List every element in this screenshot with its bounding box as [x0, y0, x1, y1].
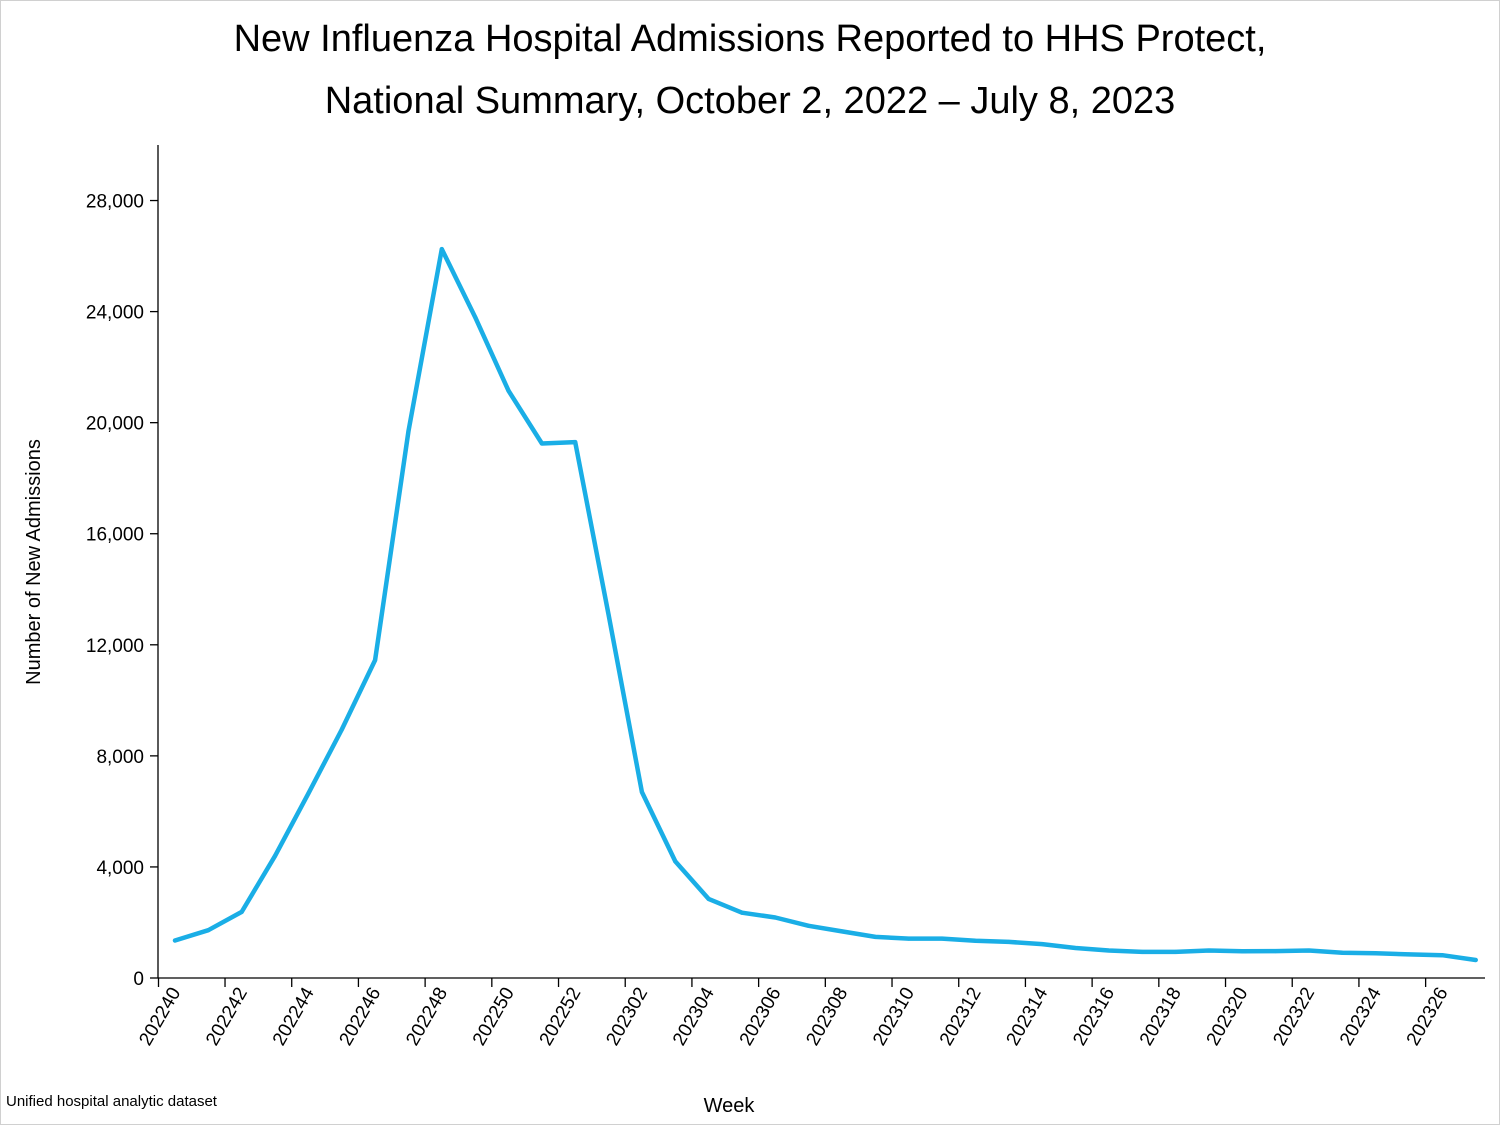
data-point: [1406, 952, 1411, 957]
data-point: [1273, 949, 1278, 954]
y-tick-label: 28,000: [86, 192, 144, 213]
data-point: [206, 928, 211, 933]
x-tick-label: 202318: [1136, 984, 1186, 1049]
data-point: [1306, 948, 1311, 953]
data-point: [840, 929, 844, 934]
data-point: [739, 910, 744, 915]
chart-subtitle: National Summary, October 2, 2022 – July…: [324, 80, 1176, 122]
chart-title: New Influenza Hospital Admissions Report…: [233, 18, 1267, 60]
data-point: [473, 315, 478, 320]
x-tick-label: 202242: [202, 984, 252, 1049]
x-ticks: 202240 202242 202244 202246 202248 202250 2022…: [135, 978, 1453, 1050]
data-point: [706, 896, 711, 901]
data-point: [806, 923, 811, 928]
data-point: [306, 791, 311, 796]
x-tick-label: 202306: [736, 984, 786, 1049]
data-point: [373, 658, 378, 663]
data-point: [1140, 949, 1145, 954]
x-tick-label: 202326: [1403, 984, 1453, 1049]
x-tick-label: 202244: [269, 984, 319, 1050]
source-note: Unified hospital analytic dataset: [6, 1093, 217, 1110]
x-tick-label: 202302: [602, 984, 652, 1049]
x-tick-label: 202312: [936, 984, 986, 1049]
data-point: [873, 934, 878, 939]
data-point: [606, 612, 611, 617]
x-tick-label: 202308: [802, 984, 852, 1049]
y-tick-label: 16,000: [86, 525, 144, 546]
x-tick-label: 202320: [1203, 984, 1253, 1049]
data-point: [1340, 950, 1345, 955]
x-tick-label: 202246: [336, 984, 386, 1049]
x-tick-label: 202252: [536, 984, 586, 1049]
data-point: [506, 388, 511, 393]
x-tick-label: 202322: [1269, 984, 1319, 1049]
data-point: [973, 938, 978, 943]
x-tick-label: 202314: [1003, 984, 1053, 1050]
y-tick-label: 24,000: [86, 303, 144, 324]
x-tick-label: 202304: [669, 984, 719, 1050]
data-point: [239, 909, 244, 914]
y-tick-label: 0: [133, 969, 144, 990]
axes: [157, 145, 1485, 979]
data-point: [339, 727, 344, 732]
x-tick-label: 202310: [869, 984, 919, 1049]
data-point: [773, 915, 778, 920]
data-point: [1240, 949, 1245, 954]
data-point: [573, 440, 578, 445]
data-point: [639, 789, 644, 794]
data-point: [273, 853, 278, 858]
data-point: [1473, 957, 1478, 962]
y-axis-title: Number of New Admissions: [23, 439, 45, 685]
x-tick-label: 202324: [1336, 984, 1386, 1050]
data-point: [539, 441, 544, 446]
data-point: [940, 936, 945, 941]
x-axis-title: Week: [704, 1095, 756, 1117]
x-tick-label: 202248: [402, 984, 452, 1049]
data-point: [1440, 953, 1445, 958]
series-line: [172, 246, 1478, 963]
y-tick-label: 8,000: [96, 747, 144, 768]
data-point: [406, 428, 411, 433]
data-point: [1006, 939, 1011, 944]
data-points: [173, 247, 1478, 962]
data-point: [1106, 948, 1111, 953]
y-ticks: 0 4,000 8,000 12,000 16,000 20,000 24,000 28,00…: [86, 192, 158, 990]
y-tick-label: 20,000: [86, 414, 144, 435]
data-point: [906, 936, 911, 941]
x-tick-label: 202250: [469, 984, 519, 1049]
data-point: [1073, 946, 1078, 951]
y-tick-label: 4,000: [96, 858, 144, 879]
data-point: [1173, 949, 1178, 954]
data-point: [673, 859, 678, 864]
data-point: [1373, 951, 1378, 956]
data-point: [1206, 948, 1211, 953]
x-tick-label: 202240: [135, 984, 185, 1049]
data-point: [1040, 942, 1045, 947]
x-tick-label: 202316: [1069, 984, 1119, 1049]
y-tick-label: 12,000: [86, 636, 144, 657]
data-point: [439, 247, 444, 252]
data-point: [173, 938, 177, 943]
